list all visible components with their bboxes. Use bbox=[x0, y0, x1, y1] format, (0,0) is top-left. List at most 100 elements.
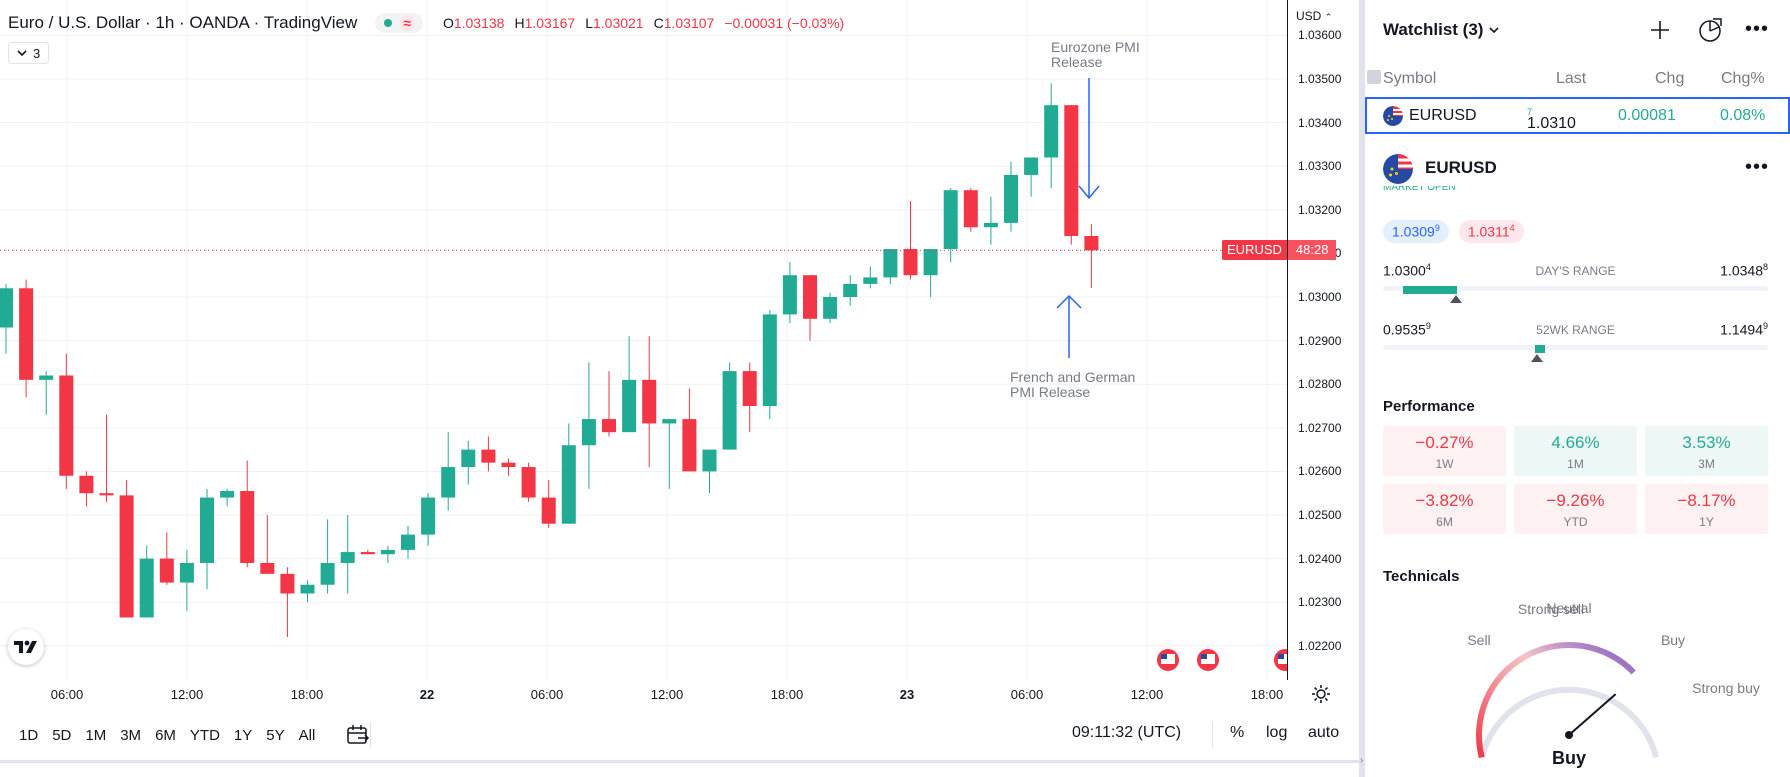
price-tick-label: 1.02200 bbox=[1298, 638, 1342, 653]
gear-icon[interactable] bbox=[1310, 683, 1332, 705]
candle-body bbox=[903, 249, 918, 276]
performance-cell-3m[interactable]: 3.53% 3M bbox=[1645, 426, 1768, 476]
bottom-scroll-track bbox=[0, 760, 1359, 763]
panel-divider[interactable] bbox=[1359, 0, 1365, 777]
advanced-view-icon[interactable] bbox=[1696, 16, 1724, 44]
price-tick-label: 1.02800 bbox=[1298, 377, 1342, 392]
indicators-collapse-button[interactable]: 3 bbox=[8, 42, 50, 64]
time-axis[interactable]: 06:00 12:00 18:00 22 06:00 12:00 18:00 23 06:00 1… bbox=[0, 680, 1287, 706]
candle bbox=[1024, 157, 1039, 197]
chevron-down-icon bbox=[17, 50, 27, 57]
price-axis[interactable]: 1.036001.035001.034001.033001.032001.031… bbox=[1287, 0, 1359, 680]
range-button-all[interactable]: All bbox=[298, 726, 316, 744]
last-price-tag[interactable]: EURUSD 48:28 bbox=[1222, 240, 1337, 261]
currency-label: USD bbox=[1296, 9, 1322, 23]
candle bbox=[461, 440, 476, 485]
column-chg-percent[interactable]: Chg% bbox=[1721, 70, 1765, 87]
candle-body bbox=[501, 462, 516, 468]
watchlist-title-dropdown[interactable]: Watchlist (3) bbox=[1383, 20, 1500, 40]
performance-cell-1y[interactable]: −8.17% 1Y bbox=[1645, 484, 1768, 534]
candle-body bbox=[300, 584, 315, 594]
candle-body bbox=[843, 283, 858, 297]
percent-scale-button[interactable]: % bbox=[1230, 724, 1245, 741]
ask-price[interactable]: 1.03114 bbox=[1458, 220, 1524, 243]
log-scale-button[interactable]: log bbox=[1266, 724, 1288, 741]
candle bbox=[200, 488, 214, 590]
select-all-checkbox[interactable] bbox=[1367, 70, 1381, 84]
candle-body bbox=[662, 419, 677, 424]
flag-stripe bbox=[1161, 654, 1175, 664]
candle-body bbox=[963, 190, 978, 228]
gauge-label-buy[interactable]: Buy bbox=[1660, 632, 1686, 648]
add-symbol-icon[interactable] bbox=[1647, 17, 1673, 43]
performance-cell-1w[interactable]: −0.27% 1W bbox=[1383, 426, 1506, 476]
calendar-goto-icon[interactable] bbox=[344, 721, 372, 749]
gauge-label-strong-sell[interactable]: Strong sell bbox=[1517, 601, 1585, 617]
range-track bbox=[1383, 286, 1768, 291]
candle-body bbox=[220, 491, 235, 498]
ohlc-item: O1.03138 bbox=[443, 15, 505, 31]
performance-cell-ytd[interactable]: −9.26% YTD bbox=[1514, 484, 1637, 534]
watchlist-row-eurusd[interactable]: EURUSD 1.0310 7 0.00081 0.08% bbox=[1365, 97, 1790, 134]
more-options-icon[interactable]: ••• bbox=[1745, 18, 1770, 40]
range-button-5y[interactable]: 5Y bbox=[266, 726, 285, 744]
time-tick-label: 06:00 bbox=[530, 687, 564, 702]
eu-us-flag-icon bbox=[1383, 106, 1403, 126]
currency-selector[interactable]: USD ⌃ bbox=[1296, 9, 1332, 23]
candle bbox=[179, 549, 194, 611]
chevron-right-icon[interactable]: › bbox=[1360, 755, 1364, 766]
performance-value: −9.26% bbox=[1546, 491, 1605, 510]
range-button-6m[interactable]: 6M bbox=[155, 726, 176, 744]
tradingview-logo-icon[interactable] bbox=[8, 629, 44, 665]
detail-header: EURUSD ••• bbox=[1383, 152, 1783, 184]
annotation-french-german-text: French and German bbox=[1010, 369, 1135, 385]
bid-price[interactable]: 1.03099 bbox=[1383, 220, 1449, 243]
column-last[interactable]: Last bbox=[1556, 70, 1587, 87]
time-tick-label: 12:00 bbox=[1130, 687, 1164, 702]
range-button-3m[interactable]: 3M bbox=[120, 726, 142, 744]
candle bbox=[159, 532, 174, 585]
gauge-label-sell[interactable]: Sell bbox=[1467, 632, 1491, 648]
auto-scale-button[interactable]: auto bbox=[1308, 724, 1340, 741]
range-button-1d[interactable]: 1D bbox=[19, 726, 39, 744]
technicals-gauge[interactable] bbox=[1383, 590, 1783, 777]
candle-body bbox=[421, 497, 436, 535]
market-status-text: MARKET OPEN bbox=[1383, 186, 1456, 193]
gauge-track bbox=[1478, 686, 1660, 759]
range-button-ytd[interactable]: YTD bbox=[189, 726, 220, 744]
economic-event-flag-icon bbox=[1155, 647, 1181, 673]
detail-symbol[interactable]: EURUSD bbox=[1425, 158, 1497, 177]
performance-cell-1m[interactable]: 4.66% 1M bbox=[1514, 426, 1637, 476]
ohlc-value: 1.03138 bbox=[453, 15, 505, 31]
annotation-arrowhead bbox=[1056, 294, 1082, 309]
performance-cell-6m[interactable]: −3.82% 6M bbox=[1383, 484, 1506, 534]
candle-body bbox=[1024, 157, 1039, 175]
time-tick-label: 12:00 bbox=[650, 687, 684, 702]
range-button-1y[interactable]: 1Y bbox=[233, 726, 253, 744]
candle bbox=[401, 525, 415, 559]
candle-body bbox=[280, 573, 295, 594]
performance-value: −3.82% bbox=[1415, 491, 1474, 510]
candle bbox=[823, 292, 838, 324]
candle bbox=[903, 201, 918, 280]
candle bbox=[581, 362, 596, 489]
gauge-label-neutral[interactable]: Neutral bbox=[1546, 600, 1592, 616]
time-tick-label: 06:00 bbox=[1010, 687, 1044, 702]
symbol-title[interactable]: Euro / U.S. Dollar · 1h · OANDA · Tradin… bbox=[8, 13, 358, 32]
more-options-icon[interactable]: ••• bbox=[1745, 156, 1770, 178]
range-button-5d[interactable]: 5D bbox=[52, 726, 72, 744]
range-fill bbox=[1535, 345, 1545, 353]
column-symbol[interactable]: Symbol bbox=[1383, 70, 1437, 87]
market-status-pill[interactable]: ≈ bbox=[375, 13, 423, 33]
52wk-range: 0.95359 52WK RANGE 1.14949 bbox=[1383, 321, 1768, 362]
utc-clock[interactable]: 09:11:32 (UTC) bbox=[1072, 724, 1182, 741]
chart-area[interactable]: Eurozone PMI Release French and German PMI … bbox=[0, 0, 1359, 777]
column-chg[interactable]: Chg bbox=[1655, 70, 1685, 87]
economic-event-flag-icon bbox=[1195, 647, 1221, 673]
price-tick-label: 1.03500 bbox=[1298, 72, 1342, 86]
symbol-tag: EURUSD bbox=[1222, 240, 1287, 261]
gauge-label-strong-buy[interactable]: Strong buy bbox=[1692, 680, 1760, 696]
watchlist-title: Watchlist (3) bbox=[1383, 20, 1484, 39]
range-button-1m[interactable]: 1M bbox=[85, 726, 107, 744]
